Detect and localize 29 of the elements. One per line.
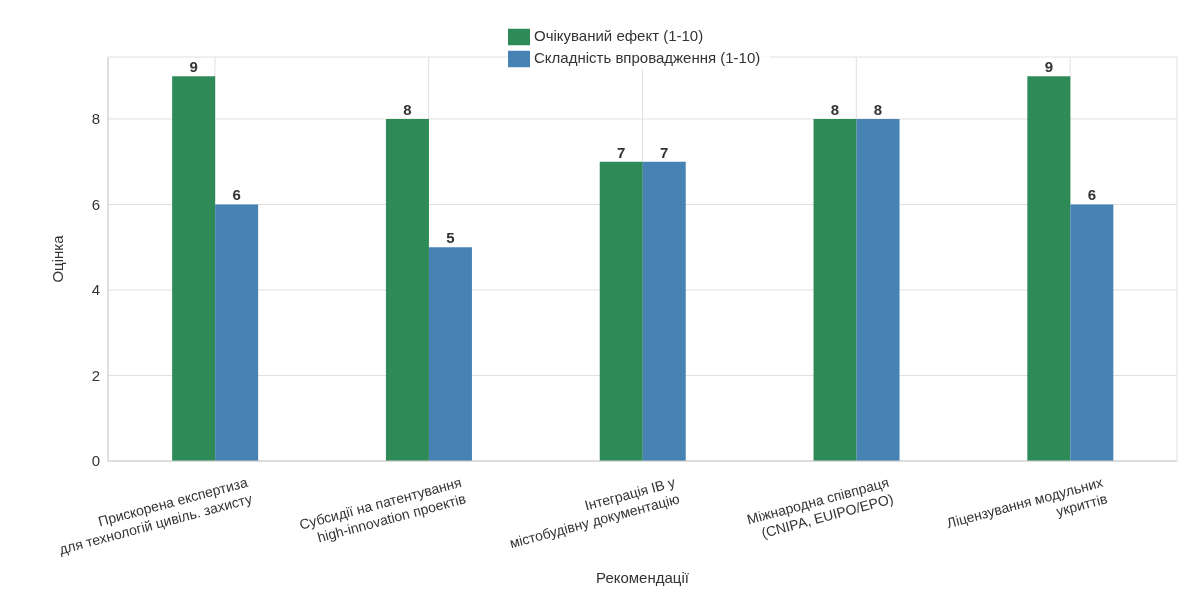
bar: [642, 161, 686, 461]
y-tick-label: 4: [91, 281, 100, 299]
y-tick-label: 0: [91, 452, 100, 470]
y-tick-label: 6: [91, 195, 100, 213]
data-label: 7: [617, 143, 626, 161]
data-label: 9: [189, 58, 198, 76]
data-label: 7: [660, 143, 669, 161]
bar: [385, 118, 429, 461]
x-axis-title: Рекомендації: [596, 569, 690, 586]
legend-label: Очікуваний ефект (1-10): [534, 26, 704, 44]
data-label: 8: [830, 100, 840, 118]
y-tick-label: 8: [91, 110, 100, 128]
data-label: 5: [446, 229, 455, 247]
bar: [813, 118, 857, 461]
y-tick-label: 2: [91, 366, 100, 384]
bar: [1027, 76, 1071, 461]
bar: [856, 118, 900, 461]
bar: [428, 247, 472, 461]
data-label: 8: [403, 100, 412, 118]
bar: [215, 204, 259, 461]
data-label: 8: [873, 100, 883, 118]
y-axis-title: Оцінка: [49, 234, 67, 283]
data-label: 6: [1087, 186, 1097, 204]
bar: [1070, 204, 1114, 461]
bar: [599, 161, 643, 461]
bar: [172, 76, 216, 461]
data-label: 6: [232, 186, 241, 204]
legend-label: Складність впровадження (1-10): [534, 48, 761, 66]
data-label: 9: [1044, 58, 1054, 76]
